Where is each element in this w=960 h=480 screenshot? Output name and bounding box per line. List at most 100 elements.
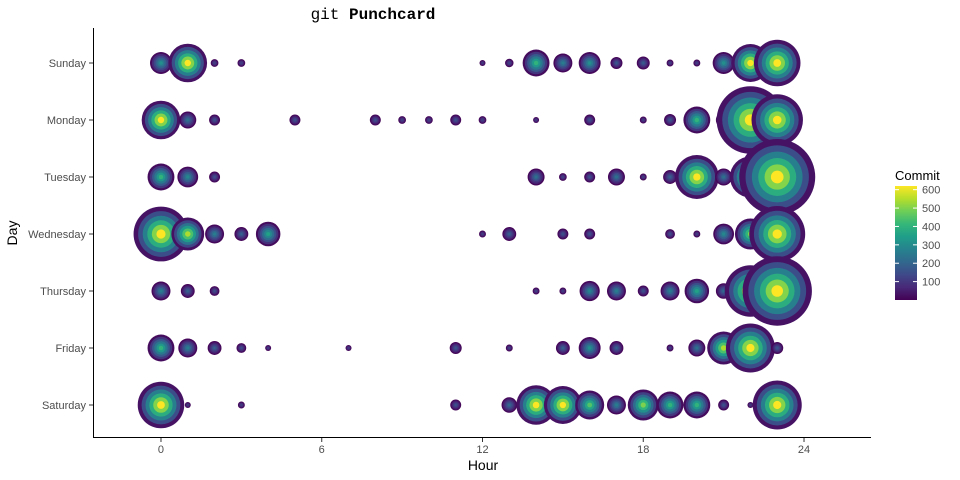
punch-point (141, 100, 181, 140)
punch-ring (508, 403, 511, 407)
punch-point (606, 281, 626, 301)
punch-ring (640, 402, 646, 408)
punch-ring (507, 61, 511, 65)
y-tick-label: Wednesday (28, 229, 86, 241)
punch-ring (158, 345, 164, 351)
punch-point (479, 230, 486, 238)
punch-ring (747, 59, 754, 67)
punch-point (184, 402, 191, 408)
punch-ring (722, 289, 725, 293)
punch-point (607, 168, 625, 186)
punch-point (168, 43, 208, 83)
punch-ring (533, 60, 539, 66)
legend-ticks: 100 200 300 400 500 600 (895, 185, 940, 289)
punch-ring (772, 115, 782, 125)
x-tick-label: 12 (476, 444, 488, 456)
punch-point (177, 166, 199, 188)
y-tick-label: Sunday (49, 58, 87, 70)
punch-point (209, 114, 221, 126)
punch-point (237, 401, 245, 409)
punch-ring (770, 170, 784, 184)
punch-ring (157, 116, 165, 124)
punch-point (502, 227, 517, 241)
legend-tick-label: 200 (922, 258, 940, 270)
punch-point (752, 380, 802, 430)
punch-point (207, 341, 222, 355)
punch-point (751, 94, 803, 146)
punch-ring (294, 119, 296, 121)
punch-ring (185, 231, 191, 237)
punch-ring (642, 61, 645, 65)
punch-ring (614, 289, 619, 293)
punch-ring (213, 290, 216, 292)
punch-ring (642, 290, 645, 292)
punch-point (606, 395, 626, 415)
punch-point (425, 116, 433, 124)
punch-point (584, 228, 596, 240)
punch-point (584, 171, 596, 183)
punch-ring (508, 346, 511, 350)
punch-ring (186, 118, 190, 122)
punch-point (133, 206, 189, 262)
punch-ring (667, 402, 673, 408)
punch-point (610, 56, 623, 70)
punch-ring (158, 174, 164, 180)
punch-point (666, 344, 674, 352)
punch-point (637, 285, 649, 297)
punch-point (449, 341, 462, 355)
punch-ring (156, 229, 166, 239)
punch-point (527, 168, 545, 186)
punch-ring (615, 346, 618, 350)
punch-point (147, 334, 175, 362)
punch-ring (720, 345, 727, 351)
punch-ring (776, 347, 779, 349)
legend-tick-label: 400 (922, 221, 940, 233)
legend-colorbar (895, 186, 917, 300)
punch-point (558, 173, 567, 181)
punch-point (579, 280, 600, 302)
punch-ring (374, 119, 377, 121)
punch-point (555, 341, 570, 355)
punch-point (505, 344, 513, 352)
legend-tick-label: 500 (922, 203, 940, 215)
punch-ring (427, 118, 431, 122)
punch-ring (157, 401, 165, 409)
punch-ring (746, 343, 755, 353)
punch-point (771, 341, 784, 355)
punch-ring (561, 175, 565, 179)
punch-point (209, 286, 220, 296)
legend-tick-label: 100 (922, 277, 940, 289)
punch-point (205, 224, 225, 244)
punch-point (636, 56, 650, 70)
punch-ring (559, 401, 567, 409)
punch-point (742, 256, 812, 326)
punch-point (693, 230, 701, 238)
x-ticks: 0 6 12 18 24 (158, 438, 810, 456)
punch-ring (588, 233, 591, 235)
punch-ring (561, 61, 565, 65)
punch-point (543, 386, 582, 424)
punch-ring (772, 229, 782, 239)
punch-ring (454, 404, 457, 406)
punch-ring (642, 118, 645, 122)
punch-point (532, 287, 540, 295)
punch-ring (186, 346, 190, 350)
punch-ring (587, 346, 592, 350)
punch-point (236, 343, 247, 353)
punch-point (753, 39, 801, 87)
punch-ring (240, 403, 243, 407)
punch-ring (587, 61, 592, 65)
punch-ring (668, 175, 672, 179)
punch-point (255, 221, 281, 247)
punch-point (674, 155, 719, 199)
punch-point (684, 278, 710, 304)
punch-ring (669, 119, 672, 121)
chart-title-bold: Punchcard (349, 6, 435, 24)
punch-point (575, 390, 605, 420)
punch-ring (722, 404, 725, 406)
y-tick-label: Saturday (42, 400, 87, 412)
punch-point (237, 59, 246, 67)
punch-point (553, 53, 573, 73)
punch-ring (347, 347, 350, 349)
punch-point (739, 139, 816, 215)
